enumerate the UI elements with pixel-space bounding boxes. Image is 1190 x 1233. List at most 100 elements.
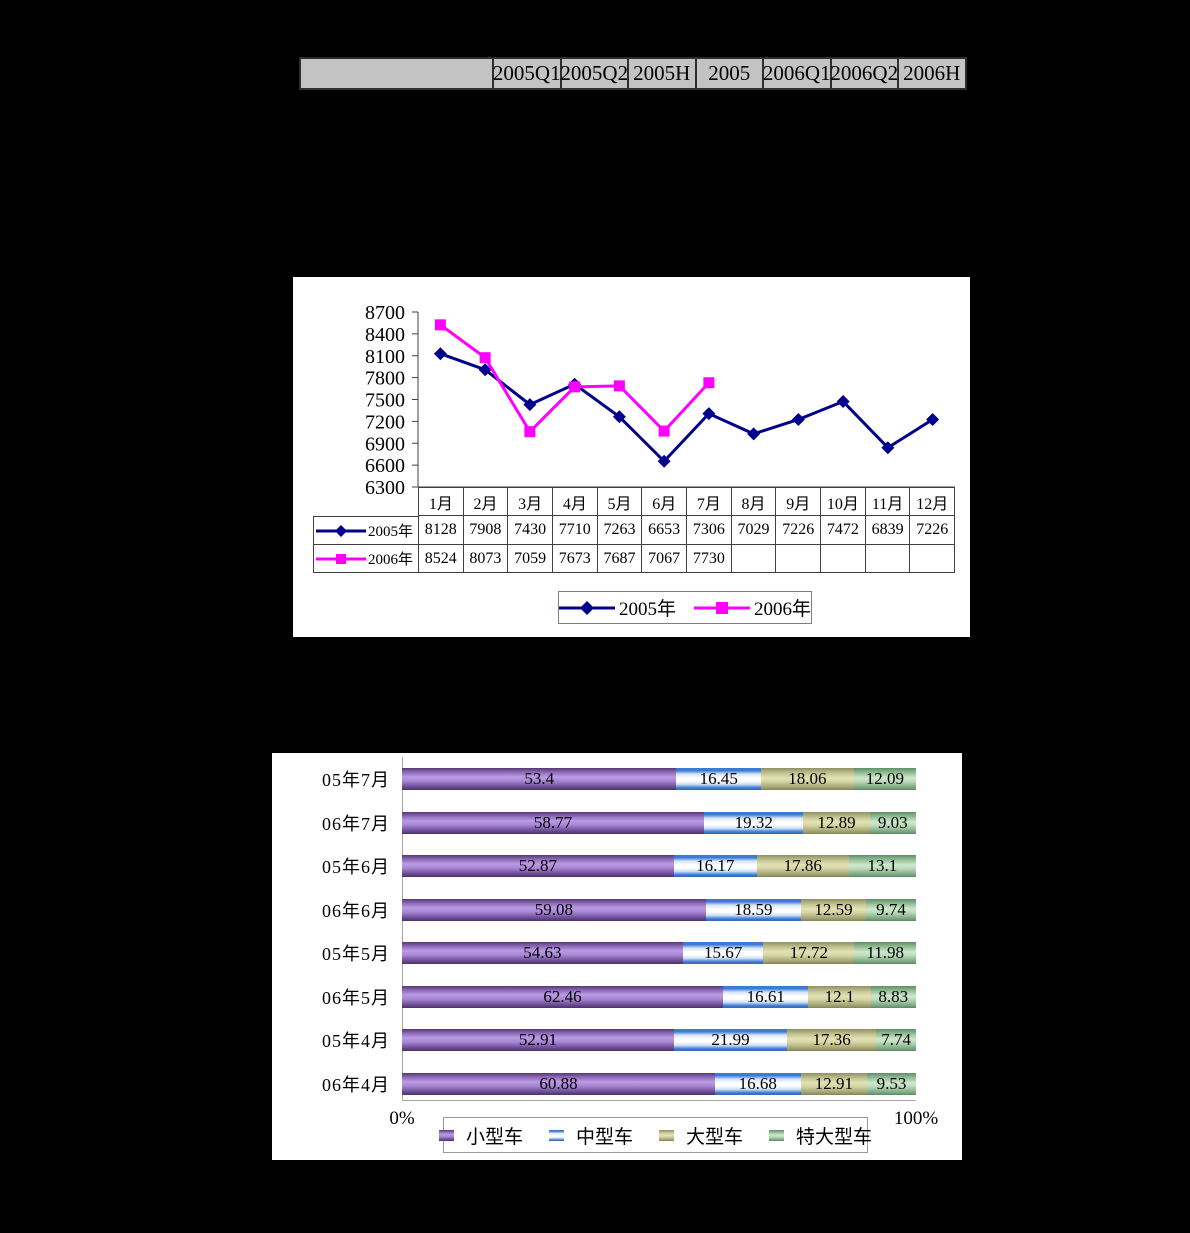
y-axis-label: 7200 <box>365 411 405 433</box>
bar-segment: 12.1 <box>808 986 871 1008</box>
bar-segment: 58.77 <box>402 812 705 834</box>
month-header-cell: 9月 <box>776 487 822 516</box>
bar-segment-label: 17.36 <box>812 1030 851 1049</box>
month-header-cell: 5月 <box>597 487 643 516</box>
series-key-icon <box>316 524 366 537</box>
series-line <box>439 352 934 464</box>
header-cell: 2005 <box>696 57 764 90</box>
value-cell: 7226 <box>776 516 822 545</box>
bar-row-label: 05年5月 <box>322 944 390 964</box>
bar-chart-legend: 小型车 中型车 大型车 特大型车 <box>438 1117 872 1153</box>
month-header-cell: 6月 <box>642 487 688 516</box>
data-point-marker <box>926 412 940 426</box>
legend-label: 中型车 <box>575 1126 633 1148</box>
legend-item: 小型车 <box>438 1122 523 1149</box>
bar-segment: 12.91 <box>800 1073 867 1095</box>
bar-segment: 53.4 <box>402 768 677 790</box>
bar-segment: 12.09 <box>853 768 916 790</box>
value-cell: 8073 <box>463 545 509 573</box>
bar-segment: 17.86 <box>756 855 849 877</box>
value-cell: 7730 <box>686 545 732 573</box>
bar-segment: 9.74 <box>865 899 916 921</box>
data-point-marker <box>434 319 446 331</box>
value-cell: 7687 <box>597 545 643 573</box>
bar-segment-label: 58.77 <box>533 813 573 832</box>
legend-item: 2005年 <box>559 594 676 621</box>
bar-segment-label: 16.45 <box>699 769 738 788</box>
legend-key-icon <box>559 600 615 615</box>
bar-row: 52.87 16.17 17.86 13.1 <box>402 855 916 877</box>
bar-segment-label: 12.09 <box>865 769 905 788</box>
bar-row: 54.63 15.67 17.72 11.98 <box>402 942 916 964</box>
value-cell <box>910 545 956 573</box>
header-empty-cell <box>299 57 494 90</box>
bar-segment-label: 53.4 <box>524 769 555 788</box>
legend-label: 大型车 <box>686 1126 744 1148</box>
value-cell: 8128 <box>418 516 464 545</box>
value-cell <box>776 545 822 573</box>
data-point-marker <box>479 352 491 364</box>
bar-segment: 62.46 <box>402 986 724 1008</box>
value-cell: 6653 <box>642 516 687 545</box>
value-cell: 7673 <box>552 545 598 573</box>
bar-segment-label: 54.63 <box>523 943 562 962</box>
header-cell: 2006Q2 <box>830 57 899 90</box>
y-axis-label: 6600 <box>365 455 405 477</box>
series-name-cell: 2005年 <box>314 516 419 545</box>
bar-segment: 59.08 <box>402 899 706 921</box>
y-axis-label: 6300 <box>365 477 405 499</box>
bar-segment: 12.89 <box>803 812 870 834</box>
series-name-cell: 2006年 <box>314 545 419 573</box>
legend-key-swatch <box>659 1129 674 1141</box>
table-row: 1月 2月 3月 4月 5月 6月 7月 8月 9月 10月 11月 12月 <box>418 487 956 516</box>
data-point-marker <box>612 410 626 424</box>
series-name-label: 2005年 <box>368 524 414 540</box>
legend-label: 2005年 <box>619 599 677 620</box>
bar-segment-label: 9.53 <box>876 1074 907 1093</box>
bar-segment: 7.74 <box>876 1029 916 1051</box>
bar-row: 59.08 18.59 12.59 9.74 <box>402 899 916 921</box>
bar-segment-label: 60.88 <box>539 1074 578 1093</box>
axis-min-label: 0% <box>389 1108 415 1129</box>
month-header-cell: 3月 <box>508 487 554 516</box>
bar-segment-label: 11.98 <box>866 943 904 962</box>
bar-row-label: 06年4月 <box>322 1075 390 1095</box>
bar-chart-y-axis-line <box>402 757 403 1100</box>
data-point-marker <box>791 412 805 426</box>
bar-segment: 52.87 <box>402 855 674 877</box>
legend-label: 特大型车 <box>796 1126 873 1148</box>
value-cell: 7029 <box>731 516 777 545</box>
y-axis-label: 7500 <box>365 390 405 412</box>
y-axis-label: 6900 <box>365 433 405 455</box>
y-axis-label: 7800 <box>365 368 405 390</box>
data-point-marker <box>881 441 895 455</box>
bar-segment: 11.98 <box>854 942 916 964</box>
value-cell: 7059 <box>508 545 553 573</box>
table-row: 2005年 8128 7908 7430 7710 7263 6653 7306 7029 722… <box>313 516 956 545</box>
legend-key-swatch <box>769 1129 785 1141</box>
legend-item: 2006年 <box>694 594 811 621</box>
legend-key-swatch <box>438 1129 454 1141</box>
bar-row-label: 06年6月 <box>322 901 390 921</box>
bar-segment-label: 52.87 <box>518 856 557 875</box>
table-row: 2006年 8524 8073 7059 7673 7687 7067 7730 <box>313 545 956 573</box>
bar-segment: 8.83 <box>870 986 916 1008</box>
bar-row: 53.4 16.45 18.06 12.09 <box>402 768 916 790</box>
bar-segment-label: 9.03 <box>877 813 908 832</box>
bar-segment-label: 13.1 <box>867 856 898 875</box>
bar-segment: 21.99 <box>673 1029 787 1051</box>
value-cell: 7472 <box>821 516 866 545</box>
bar-segment: 16.61 <box>723 986 809 1008</box>
axis-max-label: 100% <box>893 1108 939 1129</box>
bar-segment-label: 18.59 <box>734 900 773 919</box>
value-cell: 7226 <box>910 516 956 545</box>
month-header-cell: 8月 <box>731 487 777 516</box>
header-cell: 2005Q1 <box>493 57 562 90</box>
bar-segment-label: 17.72 <box>789 943 828 962</box>
legend-label: 2006年 <box>754 599 812 620</box>
bar-chart-panel: 0% 100% 小型车 中型车 大型车 特大型车 05年7月 53.4 16.45 18.0… <box>272 753 962 1160</box>
month-header-cell: 2月 <box>463 487 509 516</box>
value-cell: 7710 <box>552 516 598 545</box>
bar-segment: 52.91 <box>402 1029 674 1051</box>
legend-key-icon <box>694 601 750 614</box>
